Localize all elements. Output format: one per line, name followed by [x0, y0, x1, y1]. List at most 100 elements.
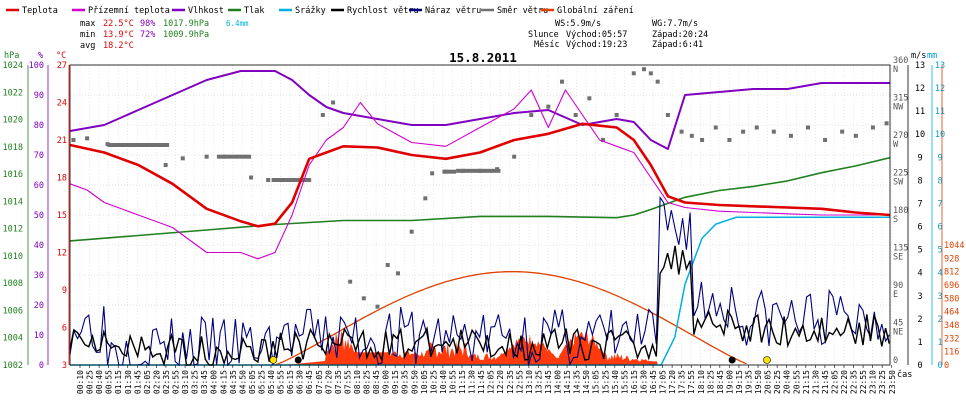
tick-pct: 10: [34, 331, 44, 341]
axis-label-time: čas: [897, 369, 912, 380]
x-tick-label: 04:35: [229, 370, 238, 394]
legend-label-4: Srážky: [295, 6, 326, 16]
stat-max-rain: 6.4mm: [226, 19, 249, 28]
temperature-line: [69, 122, 891, 228]
x-tick-label: 01:15: [114, 370, 123, 394]
wind-dir-point: [655, 79, 660, 84]
wind-dir-point: [529, 113, 534, 117]
moon-label: Měsíc: [534, 40, 560, 50]
x-tick-label: 13:25: [534, 370, 543, 394]
tick-temp: 27: [57, 61, 67, 71]
tick-hpa: 1016: [3, 170, 23, 180]
wind-dir-point: [409, 229, 414, 234]
tick-pct: 50: [34, 211, 44, 221]
x-tick-label: 00:40: [95, 370, 104, 394]
x-tick-label: 07:05: [315, 370, 324, 394]
radiation-area: [285, 330, 658, 365]
x-tick-label: 09:50: [410, 370, 419, 394]
x-tick-label: 08:45: [372, 370, 381, 394]
stat-avg-label: avg: [80, 41, 95, 51]
x-tick-label: 09:15: [391, 370, 400, 394]
wind-dir-point: [249, 175, 254, 180]
tick-dir: 90: [893, 281, 903, 291]
stat-min-hum: 72%: [140, 30, 155, 40]
tick-ms: 11: [915, 107, 925, 117]
wind-dir-point: [331, 100, 336, 105]
wind-dir-point: [754, 125, 759, 130]
x-tick-label: 17:55: [687, 370, 696, 394]
x-tick-label: 01:45: [133, 370, 142, 394]
wind-dir-run: [271, 178, 310, 182]
tick-mm: 1: [937, 338, 942, 348]
wind-dir-point: [665, 113, 670, 117]
x-tick-label: 23:50: [888, 370, 897, 394]
tick-rad: 928: [944, 254, 959, 264]
x-tick-label: 15:05: [592, 370, 601, 394]
x-tick-label: 13:10: [525, 370, 534, 394]
wind-dir-point: [266, 178, 271, 182]
x-tick-label: 14:35: [573, 370, 582, 394]
tick-pct: 40: [34, 241, 44, 251]
wind-dir-point: [642, 67, 646, 72]
tick-rad: 116: [944, 348, 959, 358]
x-tick-label: 06:15: [286, 370, 295, 394]
x-tick-label: 00:10: [76, 370, 85, 394]
tick-mm: 11: [935, 107, 945, 117]
tick-rad: 464: [944, 308, 959, 318]
wind-speed-info: WS:5.9m/s: [555, 19, 601, 29]
tick-pct: 0: [39, 361, 44, 371]
x-tick-label: 00:55: [105, 370, 114, 394]
tick-dir-label: SW: [893, 178, 904, 188]
wind-dir-point: [700, 138, 705, 142]
wind-dir-point: [423, 196, 428, 201]
x-tick-label: 00:25: [86, 370, 95, 394]
tick-dir: 225: [893, 169, 908, 179]
wind-dir-point: [204, 154, 209, 159]
rain-line: [70, 216, 890, 366]
tick-temp: 3: [62, 361, 67, 371]
legend-label-1: Přízemní teplota: [88, 6, 170, 16]
tick-temp: 12: [57, 249, 67, 259]
wind-dir-point: [375, 304, 380, 309]
tick-rad: 0: [944, 361, 949, 371]
x-tick-label: 20:40: [783, 370, 792, 394]
stat-min-label: min: [80, 30, 95, 40]
tick-pct: 60: [34, 181, 44, 191]
x-tick-label: 18:45: [716, 370, 725, 394]
x-tick-label: 16:15: [630, 370, 639, 394]
x-tick-label: 18:10: [697, 370, 706, 394]
wind-dir-point: [573, 113, 578, 117]
sun-marker-1: [763, 356, 771, 364]
tick-hpa: 1018: [3, 143, 23, 153]
tick-hpa: 1006: [3, 306, 23, 316]
wind-dir-point: [348, 279, 353, 284]
wind-dir-point: [771, 129, 776, 134]
x-tick-label: 23:10: [869, 370, 878, 394]
tick-dir: 45: [893, 319, 903, 329]
x-tick-label: 11:30: [468, 370, 477, 394]
tick-dir: 360: [893, 56, 908, 66]
wind-dir-point: [679, 129, 684, 134]
tick-dir-label: W: [893, 140, 899, 150]
tick-ms: 7: [917, 199, 922, 209]
tick-ms: 10: [915, 130, 925, 140]
tick-ms: 4: [917, 269, 922, 279]
x-tick-label: 03:25: [191, 370, 200, 394]
x-tick-label: 15:40: [611, 370, 620, 394]
tick-rad: 580: [944, 294, 959, 304]
stats-block: max 22.5°C 98% 1017.9hPa 6.4mm min 13.9°…: [80, 19, 708, 51]
wind-gust-info: WG:7.7m/s: [652, 19, 698, 29]
tick-temp: 24: [57, 99, 67, 109]
axis-unit-pct: %: [38, 51, 43, 61]
x-tick-label: 09:00: [382, 370, 391, 394]
tick-dir: 315: [893, 94, 908, 104]
tick-temp: 21: [57, 136, 67, 146]
stat-max-temp: 22.5°C: [103, 19, 134, 29]
tick-dir: 180: [893, 206, 908, 216]
tick-hpa: 1014: [3, 197, 23, 207]
tick-pct: 100: [29, 61, 44, 71]
tick-hpa: 1024: [3, 61, 23, 71]
wind-dir-point: [546, 104, 551, 109]
tick-ms: 9: [917, 153, 922, 163]
